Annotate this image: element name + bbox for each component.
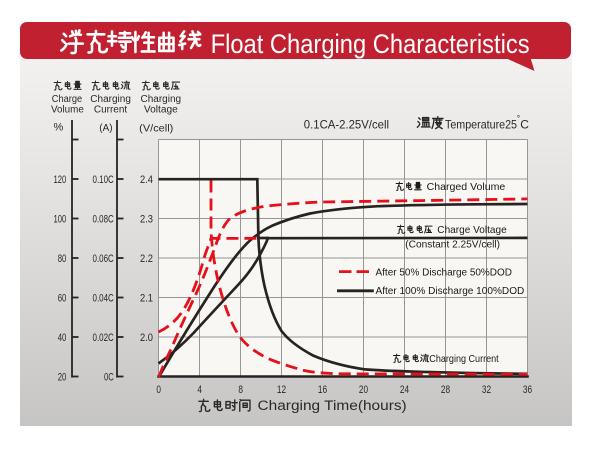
- svg-text:Voltage: Voltage: [144, 105, 178, 116]
- svg-text:40: 40: [58, 332, 67, 344]
- svg-text:12: 12: [277, 384, 286, 396]
- svg-text:24: 24: [400, 384, 409, 396]
- svg-text:Temperature25: Temperature25: [445, 117, 517, 131]
- svg-text:0.08C: 0.08C: [93, 214, 114, 226]
- svg-text:Charging: Charging: [141, 94, 182, 105]
- svg-text:Charged Volume: Charged Volume: [427, 181, 506, 193]
- svg-text:120: 120: [54, 174, 67, 186]
- svg-text:Current: Current: [94, 105, 128, 116]
- svg-text:Charge Voltage: Charge Voltage: [437, 224, 507, 236]
- svg-text:80: 80: [58, 253, 67, 265]
- svg-text:16: 16: [318, 384, 327, 396]
- svg-text:Charging: Charging: [90, 94, 131, 105]
- svg-text:2.0: 2.0: [140, 332, 153, 344]
- svg-text:After 100% Discharge 100%DOD: After 100% Discharge 100%DOD: [376, 286, 525, 297]
- svg-text:%: %: [54, 122, 64, 134]
- svg-text:Charge: Charge: [52, 94, 83, 105]
- svg-text:Charging Time(hours): Charging Time(hours): [258, 398, 407, 413]
- svg-text:0C: 0C: [104, 372, 114, 384]
- svg-text:2.4: 2.4: [140, 174, 153, 186]
- svg-text:0.02C: 0.02C: [93, 332, 114, 344]
- svg-text:4: 4: [197, 384, 202, 396]
- svg-text:(A): (A): [99, 123, 112, 134]
- svg-text:Charging Current: Charging Current: [429, 353, 498, 365]
- svg-text:Volume: Volume: [51, 105, 84, 116]
- svg-text:8: 8: [238, 384, 243, 396]
- svg-text:°: °: [517, 113, 520, 123]
- svg-text:2.3: 2.3: [140, 214, 153, 226]
- svg-text:0.1CA-2.25V/cell: 0.1CA-2.25V/cell: [304, 117, 389, 131]
- svg-text:0: 0: [156, 384, 161, 396]
- svg-text:28: 28: [441, 384, 450, 396]
- svg-text:C: C: [520, 117, 529, 131]
- svg-text:32: 32: [482, 384, 491, 396]
- svg-text:60: 60: [58, 293, 67, 305]
- svg-text:(Constant 2.25V/cell): (Constant 2.25V/cell): [405, 239, 500, 251]
- svg-text:2.1: 2.1: [140, 293, 153, 305]
- svg-text:20: 20: [359, 384, 368, 396]
- svg-text:2.2: 2.2: [140, 253, 153, 265]
- svg-text:100: 100: [54, 214, 67, 226]
- svg-text:After 50% Discharge 50%DOD: After 50% Discharge 50%DOD: [376, 267, 513, 278]
- svg-text:20: 20: [58, 372, 67, 384]
- svg-text:0.10C: 0.10C: [93, 174, 114, 186]
- svg-text:(V/cell): (V/cell): [139, 123, 173, 135]
- svg-text:0.04C: 0.04C: [93, 293, 114, 305]
- svg-text:36: 36: [523, 384, 532, 396]
- svg-text:0.06C: 0.06C: [93, 253, 114, 265]
- svg-text:Float Charging Characteristics: Float Charging Characteristics: [211, 29, 530, 59]
